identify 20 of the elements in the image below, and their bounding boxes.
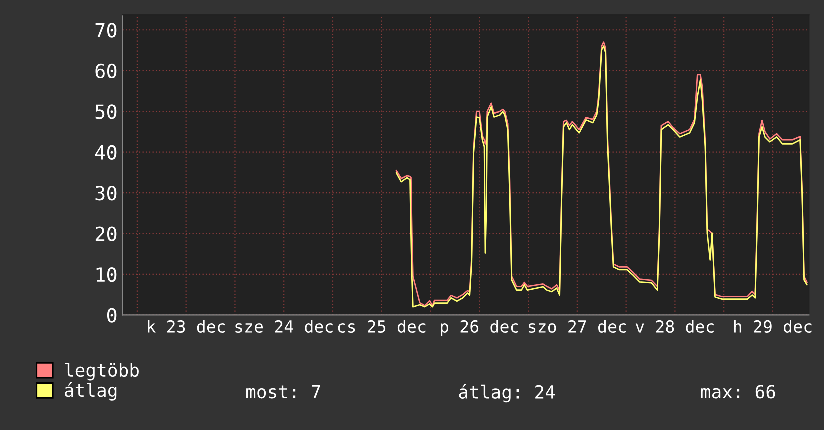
y-tick-label: 20	[96, 226, 117, 242]
x-tick-label: v 28 dec	[636, 320, 714, 334]
text: most: 7	[246, 385, 320, 399]
y-tick-label: 60	[96, 64, 117, 79]
y-tick-label: 0	[107, 308, 117, 323]
y-tick-label: 50	[96, 104, 117, 120]
x-tick-label: cs 25 dec	[338, 320, 426, 334]
y-tick-label: 10	[96, 267, 117, 282]
y-tick-label: 70	[96, 23, 117, 38]
x-tick-label: h 29 dec	[734, 320, 812, 334]
x-tick-label: sze 24 dec	[236, 320, 333, 334]
x-tick-label: szo 27 dec	[528, 320, 626, 334]
legend-label: legtöbb	[65, 363, 139, 381]
x-tick-label: k 23 dec	[148, 320, 226, 334]
legend-label: átlag	[65, 382, 117, 401]
y-tick-label: 30	[96, 186, 117, 201]
text: átlag: 24	[459, 384, 556, 403]
x-tick-label: p 26 dec	[441, 320, 518, 336]
text: max: 66	[701, 385, 776, 399]
y-tick-label: 40	[95, 145, 117, 160]
